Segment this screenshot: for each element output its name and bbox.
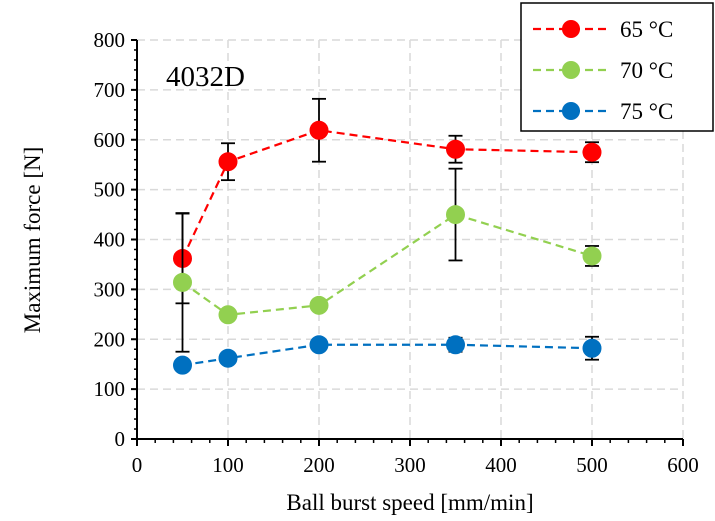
data-point [173, 355, 192, 375]
y-tick-label: 400 [94, 228, 126, 252]
data-point [309, 120, 329, 140]
y-tick-label: 200 [94, 327, 126, 351]
y-tick-label: 700 [94, 78, 126, 102]
series-layer [173, 97, 602, 375]
legend-label: 70 °C [620, 58, 673, 83]
legend-item-1: 70 °C [533, 58, 673, 83]
legend-label: 75 °C [620, 99, 673, 124]
x-axis-label: Ball burst speed [mm/min] [286, 490, 533, 515]
y-tick-label: 600 [94, 128, 126, 152]
x-tick-label: 600 [667, 453, 699, 477]
series-line [182, 343, 593, 367]
legend-marker [562, 61, 580, 79]
axes [131, 39, 684, 446]
x-tick-label: 500 [576, 453, 608, 477]
x-tick-label: 0 [132, 453, 143, 477]
data-point [446, 205, 465, 225]
x-tick-label: 100 [212, 453, 244, 477]
data-point [218, 305, 238, 325]
y-tick-label: 0 [115, 427, 126, 451]
legend: 65 °C 70 °C 75 °C [520, 2, 714, 132]
tick-labels: 0 100 200 300 400 500 600 700 800 0 100 200 300 400 50… [94, 28, 699, 477]
y-tick-label: 100 [94, 377, 126, 401]
series-line [181, 129, 593, 259]
data-point [446, 139, 465, 159]
series-2 [173, 335, 602, 375]
series-1 [173, 167, 602, 353]
gridlines [137, 39, 684, 439]
data-point [218, 152, 238, 172]
data-point [218, 348, 238, 368]
y-tick-label: 800 [94, 28, 126, 52]
legend-box [520, 2, 714, 132]
legend-marker [562, 102, 580, 120]
series-line [181, 213, 593, 316]
x-tick-label: 300 [394, 453, 426, 477]
legend-items: 65 °C 70 °C 75 °C [533, 17, 673, 124]
data-point [446, 335, 465, 355]
y-tick-label: 300 [94, 277, 126, 301]
y-tick-label: 500 [94, 178, 126, 202]
legend-item-0: 65 °C [533, 17, 673, 42]
legend-item-2: 75 °C [533, 99, 673, 124]
y-axis-label: Maximum force [N] [20, 147, 45, 334]
legend-label: 65 °C [620, 17, 673, 42]
data-point [582, 142, 602, 162]
legend-marker [562, 20, 580, 38]
data-point [173, 272, 192, 292]
data-point [309, 335, 329, 355]
data-point [309, 295, 329, 315]
x-tick-label: 200 [303, 453, 335, 477]
data-point [582, 246, 602, 266]
x-tick-label: 400 [485, 453, 517, 477]
chart-annotation: 4032D [166, 61, 245, 93]
data-point [582, 338, 602, 358]
